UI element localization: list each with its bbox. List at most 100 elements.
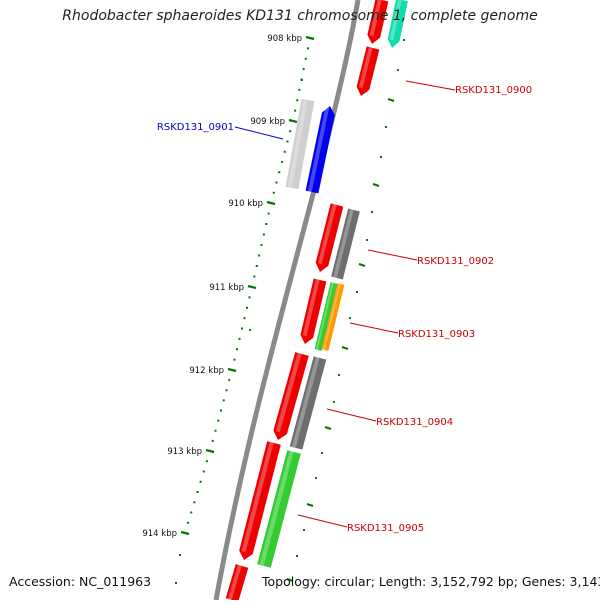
minor-tick <box>211 439 214 442</box>
major-tick <box>205 448 215 454</box>
minor-tick <box>255 265 258 267</box>
kbp-tick-label: 912 kbp <box>189 366 224 376</box>
outer-major-tick <box>306 503 314 507</box>
minor-tick <box>236 348 238 351</box>
gene-arrow-rskd131-0902 <box>315 203 344 272</box>
topology-text: Topology: circular; Length: 3,152,792 bp… <box>262 574 600 589</box>
minor-tick <box>289 130 292 133</box>
gene-highlight <box>317 203 337 265</box>
minor-tick <box>258 254 261 257</box>
gene-label: RSKD131_0902 <box>417 256 494 267</box>
gene-highlight <box>333 209 354 278</box>
chromosome-backbone <box>213 0 361 601</box>
outer-minor-tick <box>321 452 323 454</box>
gene-label: RSKD131_0905 <box>347 523 424 534</box>
gene-arrow <box>289 356 327 450</box>
gene-arrow-rskd131-0901-shadow <box>285 98 315 190</box>
minor-tick <box>205 460 208 463</box>
minor-tick <box>267 212 270 215</box>
outer-minor-tick <box>356 291 358 293</box>
outer-minor-tick <box>366 239 368 241</box>
gene-label: RSKD131_0901 <box>157 122 234 133</box>
major-tick <box>227 367 237 373</box>
minor-tick <box>187 521 190 524</box>
gene-arrow <box>257 450 301 568</box>
outer-minor-tick <box>333 401 335 403</box>
gene-highlight <box>307 105 330 192</box>
gene-arrow-rskd131-0903 <box>300 278 327 344</box>
minor-tick <box>246 306 248 309</box>
minor-tick <box>241 327 243 330</box>
minor-tick <box>260 244 263 246</box>
kbp-tick-label: 908 kbp <box>267 34 302 44</box>
minor-tick <box>217 419 220 422</box>
gene-arrow <box>321 283 345 351</box>
minor-tick <box>196 491 199 493</box>
map-title: Rhodobacter sphaeroides KD131 chromosome… <box>62 8 538 24</box>
gene-highlight <box>389 0 402 41</box>
minor-tick <box>272 191 275 194</box>
kbp-tick-label: 910 kbp <box>228 199 263 209</box>
minor-tick <box>222 399 225 402</box>
minor-tick <box>294 109 297 112</box>
gene-arrow <box>331 208 360 280</box>
outer-minor-tick <box>296 555 298 557</box>
gene-label: RSKD131_0900 <box>455 85 532 96</box>
gene-highlight <box>302 279 320 337</box>
outer-minor-tick <box>349 317 351 319</box>
gene-arrow <box>225 564 249 602</box>
outer-major-tick <box>358 263 366 267</box>
minor-tick <box>301 79 303 81</box>
minor-tick <box>286 140 289 143</box>
accession-text: Accession: NC_011963 <box>9 574 152 589</box>
kbp-tick-label: 914 kbp <box>142 529 177 539</box>
minor-tick <box>228 379 231 382</box>
gene-arrow-rskd131-0904 <box>273 352 309 440</box>
kbp-tick-label: 909 kbp <box>250 117 285 127</box>
outer-major-tick <box>387 98 395 102</box>
gene-highlight <box>291 356 320 448</box>
major-tick <box>305 35 315 41</box>
minor-tick <box>238 337 241 340</box>
minor-tick <box>253 275 256 278</box>
outer-minor-tick <box>338 374 340 376</box>
minor-tick <box>283 150 286 153</box>
gene-highlight <box>358 46 373 89</box>
minor-tick <box>249 329 251 331</box>
gene-label-leader <box>367 249 418 261</box>
gene-highlight <box>241 441 274 553</box>
gene-label-leader <box>326 408 377 422</box>
outer-major-tick <box>372 183 380 187</box>
minor-tick <box>202 470 205 473</box>
gene-highlight <box>287 99 308 188</box>
major-tick <box>247 284 257 290</box>
gene-label: RSKD131_0903 <box>398 329 475 340</box>
minor-tick <box>296 99 299 102</box>
minor-tick <box>190 511 193 514</box>
minor-tick <box>248 296 251 299</box>
minor-tick <box>262 233 265 236</box>
outer-minor-tick <box>385 126 387 128</box>
minor-tick <box>243 317 246 320</box>
gene-label-leader <box>405 80 456 91</box>
gene-label-leader <box>297 514 348 528</box>
minor-tick <box>179 554 181 556</box>
outer-major-tick <box>286 578 294 582</box>
minor-tick <box>199 480 202 483</box>
gene-highlight <box>227 564 242 600</box>
outer-major-tick <box>341 346 349 350</box>
minor-tick <box>298 88 301 91</box>
outer-minor-tick <box>315 477 317 479</box>
minor-tick <box>233 358 236 361</box>
gene-arrow-rskd131-0905 <box>239 441 281 560</box>
gene-highlight <box>259 450 294 566</box>
minor-tick <box>302 68 305 71</box>
gene-highlight <box>369 0 382 37</box>
kbp-tick-label: 911 kbp <box>209 283 244 293</box>
gene-arrow <box>367 0 389 44</box>
outer-minor-tick <box>380 156 382 158</box>
gene-label: RSKD131_0904 <box>376 417 453 428</box>
major-tick <box>288 118 298 124</box>
outer-major-tick <box>324 426 332 430</box>
